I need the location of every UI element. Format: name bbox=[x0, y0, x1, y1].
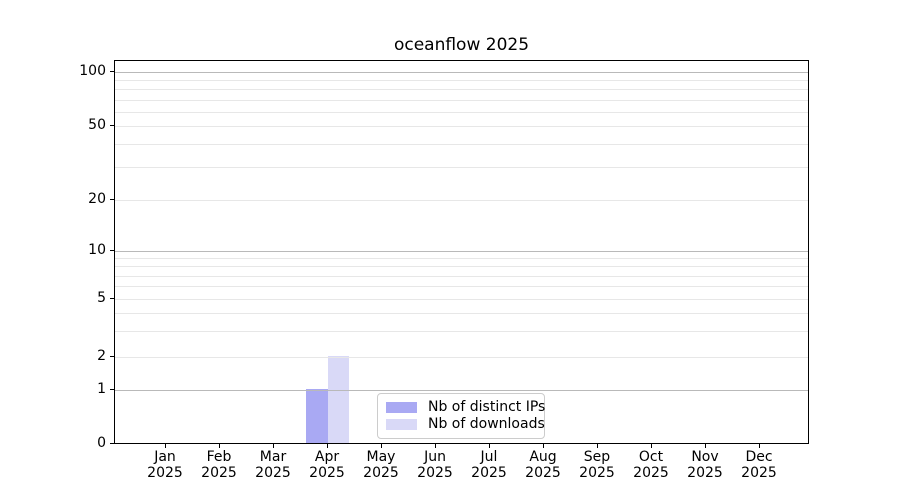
ytick-mark-0 bbox=[110, 443, 114, 444]
gridline-y-100 bbox=[115, 72, 808, 73]
legend: Nb of distinct IPs Nb of downloads bbox=[377, 393, 545, 439]
xtick-mark-feb-2025 bbox=[219, 444, 220, 448]
xtick-label-jan-2025: Jan 2025 bbox=[147, 449, 183, 481]
gridline-y-80 bbox=[115, 89, 808, 90]
xtick-mark-jun-2025 bbox=[435, 444, 436, 448]
gridline-y-2 bbox=[115, 357, 808, 358]
xtick-mark-aug-2025 bbox=[543, 444, 544, 448]
xtick-mark-jul-2025 bbox=[489, 444, 490, 448]
gridline-y-6 bbox=[115, 286, 808, 287]
ytick-mark-1 bbox=[110, 389, 114, 390]
ytick-mark-20 bbox=[110, 199, 114, 200]
xtick-mark-dec-2025 bbox=[759, 444, 760, 448]
legend-label-downloads: Nb of downloads bbox=[428, 416, 545, 432]
legend-swatch-downloads bbox=[386, 419, 417, 430]
legend-row: Nb of downloads bbox=[386, 416, 545, 433]
xtick-mark-apr-2025 bbox=[327, 444, 328, 448]
ytick-label-1: 1 bbox=[97, 381, 106, 397]
plot-area bbox=[114, 60, 809, 444]
gridline-y-50 bbox=[115, 126, 808, 127]
ytick-label-100: 100 bbox=[79, 63, 106, 79]
bar-nb-of-downloads-apr-2025 bbox=[327, 355, 350, 443]
xtick-label-oct-2025: Oct 2025 bbox=[633, 449, 669, 481]
gridline-y-20 bbox=[115, 200, 808, 201]
xtick-label-may-2025: May 2025 bbox=[363, 449, 399, 481]
xtick-mark-sep-2025 bbox=[597, 444, 598, 448]
gridline-y-7 bbox=[115, 276, 808, 277]
xtick-label-dec-2025: Dec 2025 bbox=[741, 449, 777, 481]
ytick-label-20: 20 bbox=[88, 191, 106, 207]
xtick-label-jul-2025: Jul 2025 bbox=[471, 449, 507, 481]
gridline-y-8 bbox=[115, 266, 808, 267]
ytick-mark-5 bbox=[110, 298, 114, 299]
xtick-label-sep-2025: Sep 2025 bbox=[579, 449, 615, 481]
ytick-label-2: 2 bbox=[97, 348, 106, 364]
xtick-label-nov-2025: Nov 2025 bbox=[687, 449, 723, 481]
xtick-mark-oct-2025 bbox=[651, 444, 652, 448]
gridline-y-9 bbox=[115, 258, 808, 259]
gridline-y-10 bbox=[115, 251, 808, 252]
legend-swatch-distinct-ips bbox=[386, 402, 417, 413]
xtick-label-mar-2025: Mar 2025 bbox=[255, 449, 291, 481]
chart-title: oceanflow 2025 bbox=[393, 35, 530, 55]
gridline-y-1 bbox=[115, 390, 808, 391]
gridline-y-30 bbox=[115, 167, 808, 168]
ytick-label-5: 5 bbox=[97, 290, 106, 306]
ytick-mark-100 bbox=[110, 71, 114, 72]
gridline-y-90 bbox=[115, 80, 808, 81]
gridline-y-5 bbox=[115, 299, 808, 300]
xtick-label-aug-2025: Aug 2025 bbox=[525, 449, 561, 481]
ytick-mark-10 bbox=[110, 250, 114, 251]
xtick-label-feb-2025: Feb 2025 bbox=[201, 449, 237, 481]
gridline-y-4 bbox=[115, 313, 808, 314]
ytick-mark-50 bbox=[110, 125, 114, 126]
gridline-y-3 bbox=[115, 331, 808, 332]
gridline-y-40 bbox=[115, 144, 808, 145]
ytick-label-10: 10 bbox=[88, 242, 106, 258]
xtick-label-apr-2025: Apr 2025 bbox=[309, 449, 345, 481]
xtick-label-jun-2025: Jun 2025 bbox=[417, 449, 453, 481]
bar-nb-of-distinct-ips-apr-2025 bbox=[306, 389, 328, 443]
ytick-label-50: 50 bbox=[88, 117, 106, 133]
gridline-y-70 bbox=[115, 100, 808, 101]
ytick-label-0: 0 bbox=[97, 435, 106, 451]
legend-label-distinct-ips: Nb of distinct IPs bbox=[428, 399, 546, 415]
xtick-mark-jan-2025 bbox=[165, 444, 166, 448]
legend-row: Nb of distinct IPs bbox=[386, 399, 545, 416]
xtick-mark-nov-2025 bbox=[705, 444, 706, 448]
xtick-mark-may-2025 bbox=[381, 444, 382, 448]
xtick-mark-mar-2025 bbox=[273, 444, 274, 448]
gridline-y-60 bbox=[115, 112, 808, 113]
ytick-mark-2 bbox=[110, 356, 114, 357]
